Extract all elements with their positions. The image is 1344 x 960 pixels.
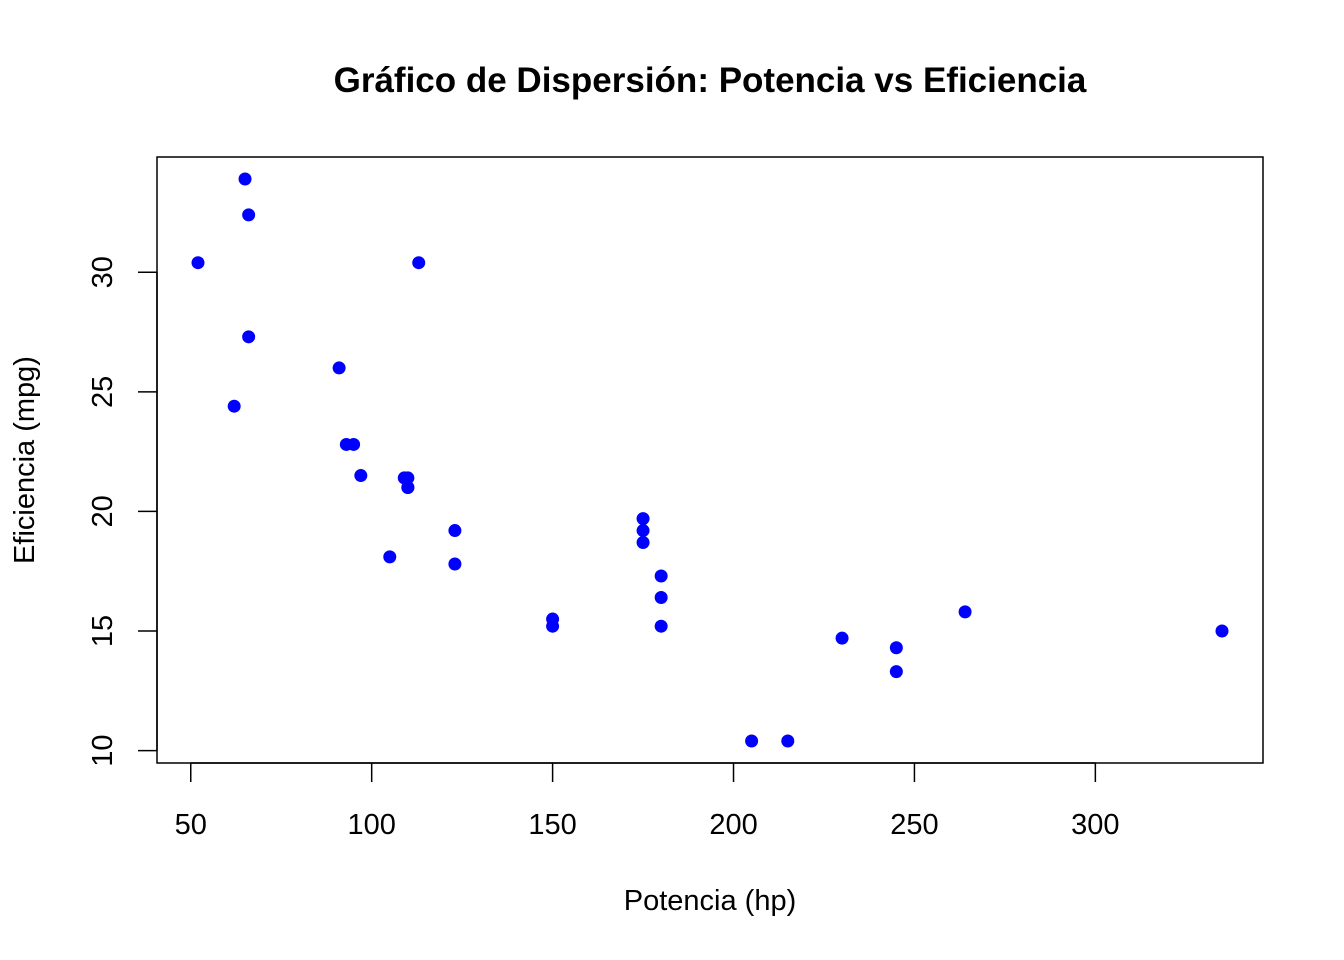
data-point [227, 399, 241, 413]
data-point [636, 524, 650, 538]
data-points [191, 172, 1229, 748]
data-point [654, 619, 668, 633]
y-tick-label: 30 [87, 256, 119, 288]
x-tick-label: 300 [1071, 809, 1119, 841]
x-tick-label: 200 [709, 809, 757, 841]
chart-title: Gráfico de Dispersión: Potencia vs Efici… [334, 61, 1087, 100]
data-point [889, 641, 903, 655]
data-point [781, 734, 795, 748]
y-tick-label: 20 [87, 495, 119, 527]
data-point [745, 734, 759, 748]
data-point [654, 569, 668, 583]
data-point [889, 665, 903, 679]
data-point [636, 512, 650, 526]
data-point [242, 330, 256, 344]
data-point [397, 471, 411, 485]
data-point [191, 256, 205, 270]
data-point [835, 631, 849, 645]
data-point [238, 172, 252, 186]
y-tick-label: 25 [87, 376, 119, 408]
x-axis-label: Potencia (hp) [624, 885, 797, 917]
y-axis-label: Eficiencia (mpg) [9, 356, 41, 564]
data-point [636, 536, 650, 550]
data-point [654, 591, 668, 605]
x-axis: 50 100 150 200 250 300 [175, 762, 1120, 841]
data-point [448, 557, 462, 571]
data-point [242, 208, 256, 222]
x-tick-label: 150 [528, 809, 576, 841]
x-tick-label: 250 [890, 809, 938, 841]
data-point [412, 256, 426, 270]
data-point [958, 605, 972, 619]
data-point [354, 469, 368, 483]
data-point [546, 619, 560, 633]
y-axis: 10 15 20 25 30 [87, 256, 158, 767]
data-point [332, 361, 346, 375]
y-tick-label: 10 [87, 734, 119, 766]
data-point [1215, 624, 1229, 638]
data-point [347, 437, 361, 451]
y-tick-label: 15 [87, 615, 119, 647]
data-point [448, 524, 462, 538]
x-tick-label: 50 [175, 809, 207, 841]
data-point [383, 550, 397, 564]
x-tick-label: 100 [347, 809, 395, 841]
